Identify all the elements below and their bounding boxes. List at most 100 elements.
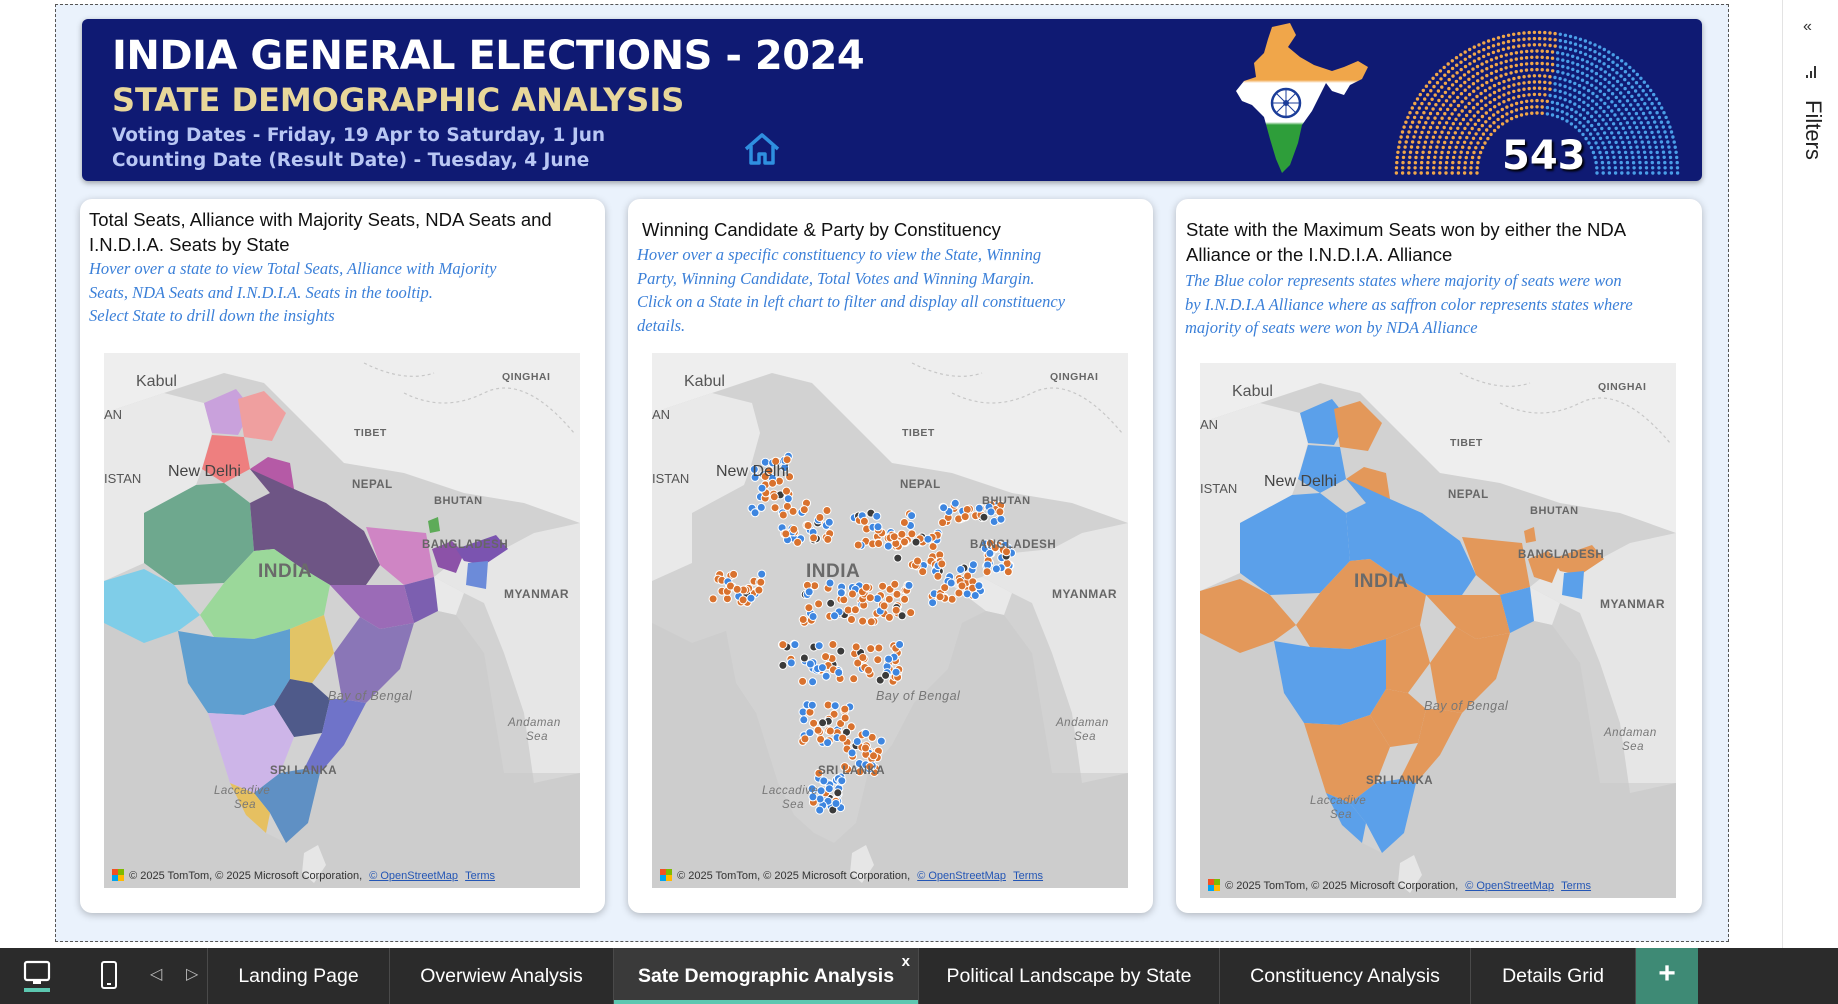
seat-dot <box>1651 166 1655 170</box>
close-tab-icon[interactable]: x <box>901 953 910 970</box>
seat-dot <box>1435 145 1439 149</box>
alliance-state-regions[interactable] <box>1200 399 1604 853</box>
seat-dot <box>1535 98 1539 103</box>
filters-label[interactable]: Filters <box>1801 100 1826 160</box>
constituency-points[interactable] <box>708 451 1016 815</box>
tab-constituency-analysis[interactable]: Constituency Analysis <box>1220 948 1471 1004</box>
seat-dot <box>1505 112 1509 116</box>
seat-dot <box>1527 86 1531 91</box>
scroll-tabs-left-icon[interactable]: ◁ <box>150 966 163 983</box>
seat-dot <box>1408 150 1413 154</box>
desktop-view-icon[interactable] <box>22 960 52 992</box>
seat-dot <box>1548 43 1552 48</box>
seat-dot <box>1664 115 1668 120</box>
seat-dot <box>1573 81 1577 86</box>
tab-landing-page[interactable]: Landing Page <box>208 948 390 1004</box>
seat-dot <box>1639 121 1643 125</box>
seat-dot <box>1626 81 1631 85</box>
seat-dot <box>1650 101 1654 106</box>
seat-dot <box>1626 166 1630 170</box>
constituency-point <box>789 524 799 534</box>
header-banner: INDIA GENERAL ELECTIONS - 2024 STATE DEM… <box>82 19 1702 181</box>
seat-dot <box>1476 110 1480 114</box>
filter-bars-icon[interactable] <box>1805 64 1819 80</box>
alliance-choropleth-map[interactable]: Kabul QINGHAI TIBET ISTAN AN New Delhi NEPAL BH… <box>1200 363 1676 898</box>
terms-link[interactable]: Terms <box>465 870 496 882</box>
map-place-label: TIBET <box>902 427 935 439</box>
seat-dot <box>1500 122 1505 126</box>
seat-dot <box>1641 89 1645 93</box>
constituency-point <box>866 644 876 654</box>
seat-dot <box>1619 122 1623 126</box>
state-choropleth-map[interactable]: Kabul QINGHAI TIBET ISTAN AN New Delhi NEPAL BH… <box>104 353 580 888</box>
openstreetmap-link[interactable]: © OpenStreetMap <box>369 870 459 882</box>
seat-dot <box>1607 57 1611 61</box>
seat-dot <box>1410 140 1415 144</box>
seat-dot <box>1425 166 1430 170</box>
constituency-point <box>974 581 984 591</box>
terms-link[interactable]: Terms <box>1561 880 1592 892</box>
seat-dot <box>1602 109 1606 114</box>
seat-dot <box>1587 141 1591 145</box>
seat-dot <box>1467 131 1472 135</box>
seat-dot <box>1590 83 1594 87</box>
seat-dot <box>1488 86 1492 90</box>
seat-dot <box>1432 166 1436 170</box>
terms-link[interactable]: Terms <box>1013 870 1044 882</box>
seat-dot <box>1525 99 1529 104</box>
constituency-point <box>913 556 922 566</box>
seat-dot <box>1462 140 1467 144</box>
seat-dot <box>1496 110 1500 114</box>
seat-dot <box>1428 111 1433 116</box>
seat-dot <box>1459 92 1464 96</box>
seat-dot <box>1653 140 1657 144</box>
tab-overview-analysis[interactable]: Overwiew Analysis <box>390 948 614 1004</box>
constituency-point <box>770 503 780 513</box>
seat-dot <box>1668 155 1673 160</box>
constituency-point <box>869 751 878 761</box>
seat-dot <box>1472 150 1476 155</box>
seat-dot <box>1499 54 1503 58</box>
state-seats-card: Total Seats, Alliance with Majority Seat… <box>80 199 605 913</box>
seat-dot <box>1582 124 1586 128</box>
seat-dot <box>1469 160 1474 165</box>
attribution-text: © 2025 TomTom, © 2025 Microsoft Corporat… <box>677 870 911 882</box>
seat-dot <box>1588 132 1593 136</box>
seat-dot <box>1437 98 1441 103</box>
openstreetmap-link[interactable]: © OpenStreetMap <box>1465 880 1555 892</box>
tab-political-landscape[interactable]: Political Landscape by State <box>919 948 1220 1004</box>
seat-dot <box>1497 88 1501 92</box>
double-chevron-left-icon[interactable]: « <box>1803 18 1812 35</box>
seat-dot <box>1469 141 1473 145</box>
seat-dot <box>1463 57 1467 61</box>
seat-dot <box>1581 132 1585 137</box>
seat-dot <box>1571 54 1575 58</box>
seat-dot <box>1583 45 1588 50</box>
seat-dot <box>1555 108 1560 112</box>
seat-dot <box>1455 87 1459 92</box>
seat-dot <box>1530 105 1534 109</box>
scroll-tabs-right-icon[interactable]: ▷ <box>186 966 199 983</box>
seat-dot <box>1615 63 1619 67</box>
seat-dot <box>1469 118 1473 122</box>
home-icon[interactable] <box>742 129 782 169</box>
state-regions[interactable] <box>104 389 508 843</box>
seat-dot <box>1543 74 1547 78</box>
seat-dot <box>1566 66 1570 70</box>
seat-dot <box>1560 116 1565 121</box>
map-place-label: TIBET <box>354 427 387 439</box>
seat-dot <box>1401 160 1405 165</box>
seat-dot <box>1527 37 1531 41</box>
seat-dot <box>1626 90 1631 95</box>
map-attribution: © 2025 TomTom, © 2025 Microsoft Corporat… <box>660 869 1043 882</box>
constituency-point <box>837 776 847 786</box>
add-page-button[interactable]: + <box>1636 948 1698 1004</box>
constituency-bubble-map[interactable]: Kabul QINGHAI TIBET ISTAN AN New Delhi NEPAL BH… <box>652 353 1128 888</box>
seat-dot <box>1668 150 1672 154</box>
mobile-view-icon[interactable] <box>100 960 118 990</box>
tab-state-demographic-analysis[interactable]: Sate Demographic Analysis x <box>614 948 919 1004</box>
seat-dot <box>1482 41 1486 45</box>
seat-dot <box>1649 150 1653 154</box>
tab-details-grid[interactable]: Details Grid <box>1471 948 1636 1004</box>
openstreetmap-link[interactable]: © OpenStreetMap <box>917 870 1007 882</box>
